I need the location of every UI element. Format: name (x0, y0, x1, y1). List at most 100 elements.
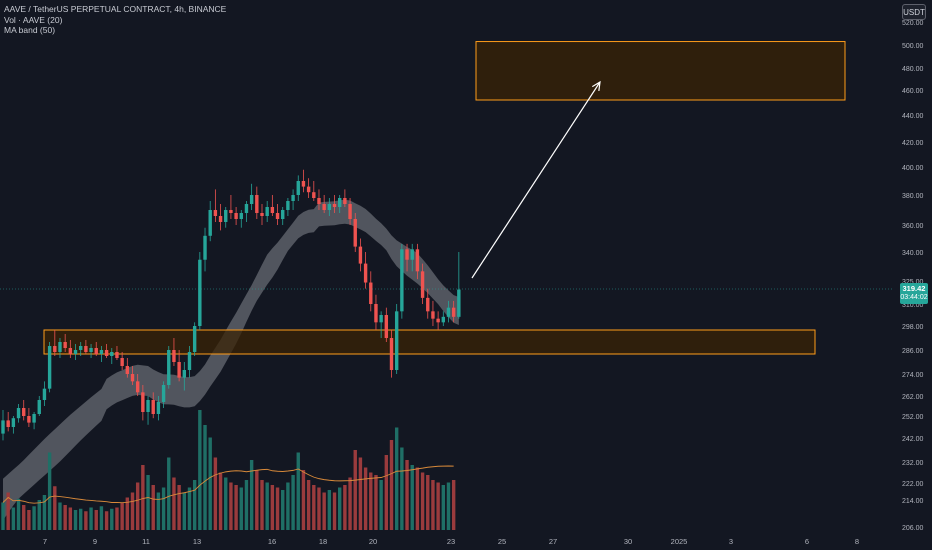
volume-indicator-label[interactable]: Vol · AAVE (20) (4, 14, 63, 25)
candle-body (37, 400, 41, 414)
time-axis-label: 2025 (671, 537, 688, 546)
volume-bar (389, 440, 394, 530)
volume-bar (68, 507, 73, 530)
volume-bar (379, 480, 383, 530)
symbol-title[interactable]: AAVE / TetherUS PERPETUAL CONTRACT, 4h, … (4, 4, 227, 14)
candle-body (426, 297, 430, 312)
volume-bar (110, 508, 114, 530)
volume-bar (363, 467, 368, 530)
candle-body (177, 362, 181, 378)
volume-bar (89, 507, 93, 530)
candle-body (249, 195, 254, 204)
time-axis-label: 23 (447, 537, 455, 546)
candle-body (379, 315, 383, 323)
chart-legend: AAVE / TetherUS PERPETUAL CONTRACT, 4h, … (4, 4, 226, 36)
candle-body (224, 210, 228, 222)
volume-bars (1, 410, 456, 530)
volume-bar (301, 470, 306, 530)
candle-body (135, 381, 140, 393)
candle-body (187, 352, 192, 370)
volume-bar (332, 492, 337, 530)
volume-bar (451, 480, 456, 530)
time-axis-label: 8 (855, 537, 859, 546)
time-axis-label: 20 (369, 537, 377, 546)
volume-bar (405, 460, 409, 530)
price-axis-label: 214.00 (902, 498, 924, 505)
price-axis-label: 252.00 (902, 414, 924, 421)
volume-bar (270, 485, 275, 530)
arrow-head (591, 80, 601, 92)
candle-body (369, 282, 373, 304)
time-axis-label: 3 (729, 537, 733, 546)
volume-bar (6, 492, 10, 530)
volume-bar (213, 457, 218, 530)
candle-body (270, 207, 275, 213)
volume-bar (198, 410, 202, 530)
volume-bar (286, 482, 290, 530)
candle-body (358, 246, 363, 264)
volume-bar (16, 498, 21, 530)
candle-body (374, 304, 378, 323)
time-axis-label: 6 (805, 537, 809, 546)
price-axis-label: 500.00 (902, 43, 924, 50)
candle-body (89, 348, 93, 352)
time-axis-label: 16 (268, 537, 276, 546)
candle-body (281, 210, 285, 219)
candle-body (73, 350, 78, 354)
ma-band-indicator-label[interactable]: MA band (50) (4, 25, 56, 35)
volume-bar (84, 511, 88, 530)
candle-body (84, 346, 88, 352)
volume-bar (353, 450, 357, 530)
volume-bar (441, 485, 445, 530)
candle-body (156, 402, 161, 414)
volume-bar (208, 437, 212, 530)
candle-body (146, 400, 150, 412)
target-zone (475, 41, 846, 101)
volume-bar (343, 485, 347, 530)
candle-body (436, 318, 440, 323)
candle-body (312, 192, 316, 198)
candle-body (296, 181, 300, 195)
candle-body (68, 348, 73, 354)
volume-bar (22, 505, 26, 530)
candle-body (306, 186, 311, 193)
candle-body (415, 249, 420, 272)
last-price-tag: 319.42 03:44:02 (900, 283, 928, 304)
volume-bar (291, 475, 295, 530)
candle-body (348, 204, 352, 219)
volume-bar (151, 485, 155, 530)
volume-bar (374, 475, 378, 530)
volume-bar (255, 470, 259, 530)
currency-button[interactable]: USDT (902, 4, 926, 20)
candle-body (115, 352, 119, 358)
candle-body (441, 316, 445, 323)
volume-bar (104, 511, 109, 530)
price-axis-label: 274.00 (902, 372, 924, 379)
volume-bar (322, 492, 326, 530)
price-axis-label: 298.00 (902, 324, 924, 331)
price-axis-label: 232.00 (902, 460, 924, 467)
volume-bar (239, 487, 243, 530)
volume-bar (94, 510, 98, 530)
time-axis-label: 25 (498, 537, 506, 546)
volume-bar (156, 492, 161, 530)
candle-body (343, 198, 347, 204)
volume-bar (394, 427, 399, 530)
candle-body (286, 201, 290, 210)
volume-bar (161, 487, 166, 530)
candle-body (353, 219, 357, 247)
candle-body (192, 326, 197, 352)
time-axis-label: 7 (43, 537, 47, 546)
volume-bar (47, 452, 52, 530)
last-price-value: 319.42 (902, 284, 926, 293)
candle-body (234, 213, 238, 219)
candle-body (141, 392, 145, 412)
volume-bar (249, 460, 254, 530)
candle-body (451, 307, 456, 317)
volume-bar (115, 507, 119, 530)
volume-bar (42, 495, 47, 530)
volume-bar (182, 492, 186, 530)
volume-bar (234, 485, 238, 530)
price-axis-label: 242.00 (902, 436, 924, 443)
